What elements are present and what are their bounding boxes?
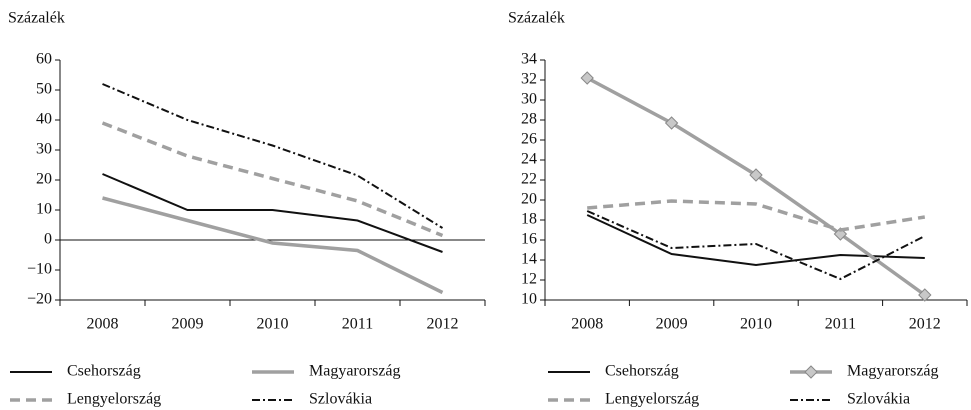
x-tick-label: 2011 xyxy=(342,316,373,333)
x-tick-label: 2009 xyxy=(656,316,688,333)
y-tick-label: 14 xyxy=(521,251,537,268)
y-tick-label: 50 xyxy=(36,81,52,98)
series-line xyxy=(102,83,444,229)
y-tick-label: 16 xyxy=(521,231,537,248)
series-line xyxy=(102,173,443,253)
legend-marker xyxy=(804,365,818,379)
y-tick-label: 40 xyxy=(36,111,52,128)
point-marker xyxy=(918,288,932,302)
y-tick-label: 18 xyxy=(521,211,537,228)
series-line xyxy=(102,196,444,295)
y-tick-label: 30 xyxy=(36,141,52,158)
y-tick-label: 20 xyxy=(521,191,537,208)
y-tick-label: 10 xyxy=(36,201,52,218)
y-tick-label: −20 xyxy=(27,291,52,308)
legend-label: Szlovákia xyxy=(309,391,372,408)
point-marker xyxy=(580,71,594,85)
y-tick-label: 0 xyxy=(44,231,52,248)
x-tick-label: 2012 xyxy=(909,316,941,333)
y-tick-label: 10 xyxy=(521,291,537,308)
y-tick-label: 30 xyxy=(521,91,537,108)
legend-label: Magyarország xyxy=(847,363,939,380)
x-tick-label: 2008 xyxy=(571,316,603,333)
y-tick-label: 32 xyxy=(521,71,537,88)
x-tick-label: 2008 xyxy=(87,316,119,333)
legend-label: Csehország xyxy=(67,363,141,380)
x-tick-label: 2010 xyxy=(257,316,289,333)
x-tick-label: 2011 xyxy=(825,316,856,333)
y-tick-label: 12 xyxy=(521,271,537,288)
series-line xyxy=(586,210,926,281)
legend-label: Lengyelország xyxy=(67,391,161,408)
point-marker xyxy=(749,168,763,182)
y-axis-title: Százalék xyxy=(8,10,65,27)
y-tick-label: −10 xyxy=(27,261,52,278)
legend-label: Csehország xyxy=(605,363,679,380)
y-tick-label: 28 xyxy=(521,111,537,128)
y-axis-title: Százalék xyxy=(508,10,565,27)
legend-label: Magyarország xyxy=(309,363,401,380)
y-tick-label: 60 xyxy=(36,51,52,68)
legend-label: Szlovákia xyxy=(847,391,910,408)
series-line xyxy=(587,199,926,232)
point-marker xyxy=(664,116,679,130)
y-tick-label: 24 xyxy=(521,151,537,168)
x-tick-label: 2012 xyxy=(427,316,459,333)
y-tick-label: 34 xyxy=(521,51,537,68)
x-tick-label: 2009 xyxy=(172,316,204,333)
y-tick-label: 26 xyxy=(521,131,537,148)
legend-label: Lengyelország xyxy=(605,391,699,408)
series-line xyxy=(101,121,444,238)
x-tick-label: 2010 xyxy=(740,316,772,333)
y-tick-label: 22 xyxy=(521,171,537,188)
y-tick-label: 20 xyxy=(36,171,52,188)
